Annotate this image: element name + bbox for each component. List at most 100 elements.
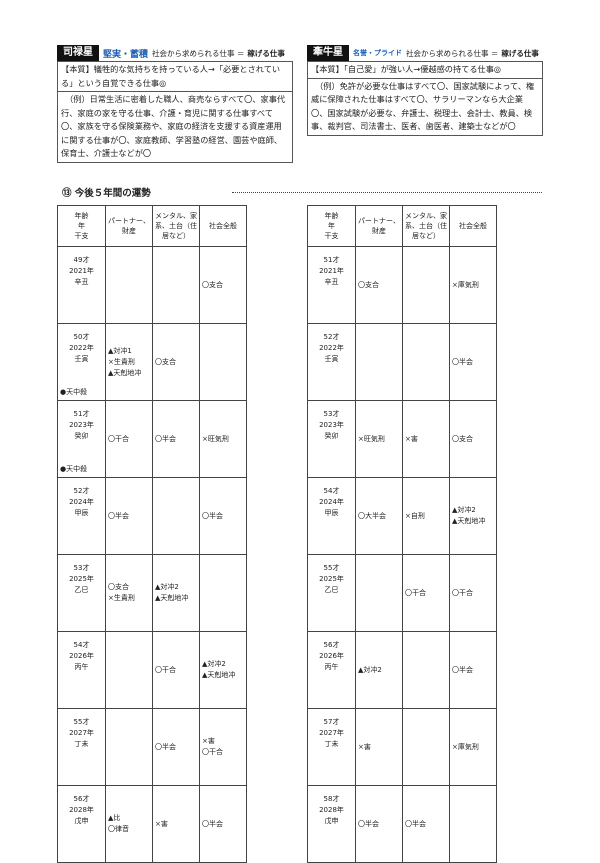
table-row: 51才 2021年 辛丑 〇支合 ×庫気刑 [307, 246, 497, 324]
cell-text: 〇半会 [202, 819, 223, 828]
header-cell: 社会全般 [199, 205, 247, 247]
cell-text: ×害 [155, 819, 168, 828]
year: 2026年 [319, 652, 344, 660]
eto: 辛丑 [324, 278, 339, 286]
eto: 戊申 [74, 817, 89, 825]
data-cell [449, 785, 497, 863]
header-text: 社会全般 [209, 222, 237, 230]
cell-text: 〇干合 [155, 665, 176, 674]
age-cell: 55才 2025年 乙巳 [307, 554, 356, 632]
header-cell: 年齢年干支 [307, 205, 356, 247]
year: 2023年 [319, 421, 344, 429]
age-cell: 52才 2024年 甲辰 [57, 477, 106, 555]
data-cell: 〇干合 [152, 631, 200, 709]
note: ●天中殺 [60, 465, 88, 473]
data-cell: 〇半会 [402, 785, 450, 863]
eto: 丙午 [324, 663, 339, 671]
emphasis-text: 稼げる仕事 [501, 48, 539, 58]
data-cell: 〇干合 [402, 554, 450, 632]
age: 55才 [323, 564, 340, 572]
year: 2028年 [69, 806, 94, 814]
cell-text: 〇干合 [405, 588, 426, 597]
data-cell: 〇半会 [152, 708, 200, 786]
examples: （例）日常生活に密着した職人、商売ならすべて〇、家事代行、家庭の家を守る仕事、介… [61, 94, 286, 158]
data-cell [152, 477, 200, 555]
age-cell: 50才 2022年 壬寅 ●天中殺 [57, 323, 106, 401]
year: 2027年 [69, 729, 94, 737]
cell-text: 〇支合 [202, 280, 223, 289]
data-cell: 〇大半会 [355, 477, 403, 555]
year: 2026年 [69, 652, 94, 660]
data-cell: ×自刑 [402, 477, 450, 555]
examples: （例）免許が必要な仕事はすべて〇、国家試験によって、権威に保障された仕事はすべて… [311, 80, 535, 132]
data-cell: ▲対冲2 [355, 631, 403, 709]
header-text: パートナー、財産 [358, 217, 400, 235]
age: 55才 [73, 718, 90, 726]
data-cell: 〇半会 [199, 785, 247, 863]
cell-text: ▲天剋地冲 [202, 671, 236, 679]
header-text: 社会全般 [459, 222, 487, 230]
header-cell: メンタル、家系、土台（住居など） [402, 205, 450, 247]
age-cell: 53才 2023年 癸卯 [307, 400, 356, 478]
header-row: 年齢年干支 パートナー、財産 メンタル、家系、土台（住居など） 社会全般 [307, 205, 497, 247]
cell-text: ×旺気刑 [202, 434, 229, 443]
year: 2024年 [69, 498, 94, 506]
data-cell [402, 631, 450, 709]
data-cell [402, 708, 450, 786]
age-cell: 52才 2022年 壬寅 [307, 323, 356, 401]
data-cell: ×害 〇干合 [199, 708, 247, 786]
profile-body: 【本質】「自己愛」が強い人→優越感の持てる仕事◎ （例）免許が必要な仕事はすべて〇… [307, 61, 543, 136]
cell-text: 〇半会 [452, 357, 473, 366]
cell-text: 〇支合 [358, 280, 379, 289]
age-cell: 51才 2023年 癸卯 ●天中殺 [57, 400, 106, 478]
header-text: メンタル、家系、土台（住居など） [405, 212, 447, 240]
age-cell: 49才 2021年 辛丑 [57, 246, 106, 324]
header-cell: パートナー、財産 [105, 205, 153, 247]
table-row: 54才 2024年 甲辰 〇大半会 ×自刑 ▲対冲2 ▲天剋地冲 [307, 477, 497, 555]
data-cell: ×害 [152, 785, 200, 863]
eto: 壬寅 [324, 355, 339, 363]
data-cell: ×害 [402, 400, 450, 478]
cell-text: 〇半会 [108, 511, 129, 520]
cell-text: 〇干合 [202, 748, 223, 756]
eto: 甲辰 [324, 509, 339, 517]
header-text: 年齢 [324, 212, 339, 220]
eto: 丁未 [74, 740, 89, 748]
header-row: 年齢年干支 パートナー、財産 メンタル、家系、土台（住居など） 社会全般 [57, 205, 247, 247]
cell-text: 〇干合 [452, 588, 473, 597]
data-cell: 〇干合 [449, 554, 497, 632]
year: 2021年 [319, 267, 344, 275]
cell-text: 〇半会 [405, 819, 426, 828]
header-text: 年 [328, 222, 335, 230]
header-text: 年齢 [74, 212, 89, 220]
profile-header: 牽牛星 名誉・プライド 社会から求められる仕事 ＝稼げる仕事 [307, 45, 543, 61]
profile-body: 【本質】犠牲的な気持ちを持っている人→「必要とされている」という自覚できる仕事◎… [57, 61, 293, 163]
eto: 乙巳 [74, 586, 89, 594]
table-row: 49才 2021年 辛丑 〇支合 [57, 246, 247, 324]
table-row: 58才 2028年 戊申 〇半会 〇半会 [307, 785, 497, 863]
eto: 甲辰 [74, 509, 89, 517]
age-cell: 53才 2025年 乙巳 [57, 554, 106, 632]
header-cell: 社会全般 [449, 205, 497, 247]
data-cell: ▲対冲2 ▲天剋地冲 [199, 631, 247, 709]
age-cell: 57才 2027年 丁未 [307, 708, 356, 786]
age: 53才 [73, 564, 90, 572]
data-cell: 〇支合 [152, 323, 200, 401]
data-cell [105, 708, 153, 786]
data-cell [355, 323, 403, 401]
data-cell: ×旺気刑 [199, 400, 247, 478]
star-label: 牽牛星 [307, 45, 349, 61]
age-cell: 54才 2024年 甲辰 [307, 477, 356, 555]
table-row: 50才 2022年 壬寅 ●天中殺 ▲対冲1 ×生貴刑 ▲天剋地冲 〇支合 [57, 323, 247, 401]
eto: 癸卯 [324, 432, 339, 440]
data-cell: ×旺気刑 [355, 400, 403, 478]
cell-text: ▲天剋地冲 [452, 517, 486, 525]
eto: 戊申 [324, 817, 339, 825]
table-row: 51才 2023年 癸卯 ●天中殺 〇干合 〇半会 ×旺気刑 [57, 400, 247, 478]
table-row: 56才 2026年 丙午 ▲対冲2 〇半会 [307, 631, 497, 709]
cell-text: 〇半会 [202, 511, 223, 520]
data-cell: ×庫気刑 [449, 246, 497, 324]
data-cell [199, 323, 247, 401]
eto: 丁未 [324, 740, 339, 748]
profile-card: 司禄星 堅実・蓄積 社会から求められる仕事 ＝稼げる仕事 【本質】犠牲的な気持ちを持っ… [57, 45, 293, 163]
